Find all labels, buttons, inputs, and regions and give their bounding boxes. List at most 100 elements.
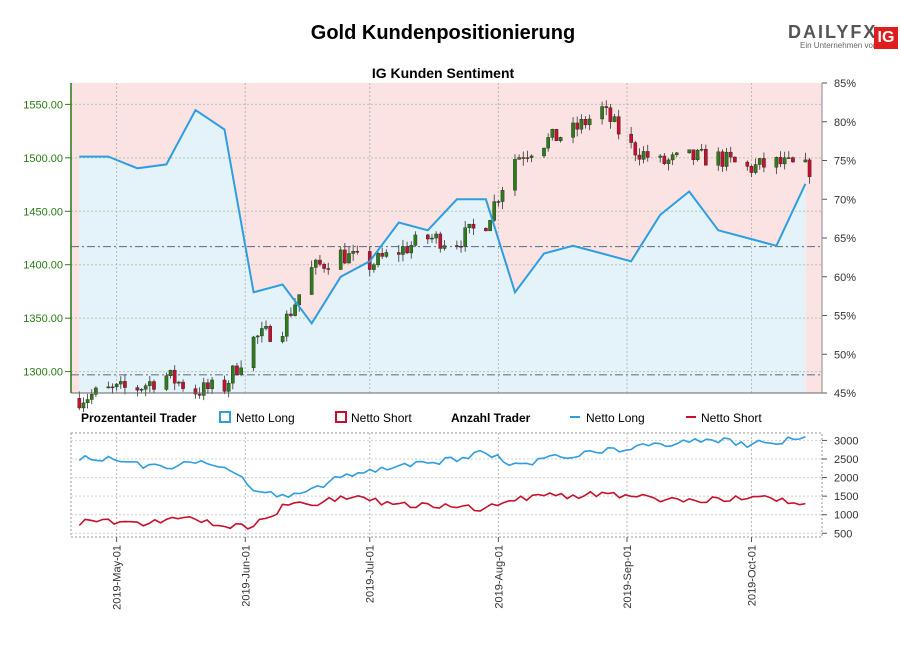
candle-up (297, 294, 302, 306)
x-tick-label: 2019-Aug-01 (493, 545, 505, 609)
x-tick-label: 2019-Oct-01 (746, 545, 758, 606)
candle-down (396, 252, 401, 255)
candle-up (255, 335, 260, 338)
candle-up (658, 155, 662, 158)
candle-down (471, 223, 476, 229)
candle-up (782, 157, 787, 165)
price-sentiment-panel: 1300.00 1350.00 1400.00 1450.00 1500.00 1550.… (23, 65, 856, 412)
candle-down (616, 116, 621, 135)
candle-up (550, 129, 555, 138)
candle-down (720, 151, 725, 167)
candle-up (612, 116, 617, 122)
candle-down (583, 119, 588, 126)
candle-down (704, 149, 708, 166)
candle-up (143, 385, 148, 390)
candle-up (376, 253, 380, 265)
percent-tick-label: 55% (834, 311, 856, 323)
logo-subtitle: Ein Unternehmen von (800, 41, 878, 50)
candle-up (251, 336, 256, 369)
candle-up (106, 386, 111, 389)
candle-up (670, 154, 675, 161)
candle-up (529, 155, 534, 158)
candle-up (85, 399, 90, 404)
candle-down (662, 155, 667, 164)
candle-up (542, 147, 546, 157)
candle-down (575, 122, 579, 130)
legend-percent-short-swatch (335, 411, 347, 423)
count-tick-label: 1000 (834, 510, 858, 522)
candle-up (699, 149, 704, 151)
candle-up (284, 313, 289, 337)
count-tick-label: 2000 (834, 473, 858, 485)
candle-down (629, 133, 633, 143)
candle-up (260, 328, 264, 337)
candle-up (201, 382, 206, 396)
candle-up (579, 119, 584, 130)
price-tick-label: 1550.00 (23, 99, 63, 111)
candle-up (351, 251, 355, 254)
net-long-percent-line (79, 108, 807, 326)
candle-down (322, 264, 326, 269)
candle-down (691, 149, 696, 161)
candle-up (148, 381, 152, 386)
legend-count-short: Netto Short (701, 411, 762, 425)
price-tick-label: 1300.00 (23, 367, 63, 379)
candle-down (380, 253, 384, 257)
candle-down (791, 157, 795, 163)
candle-up (787, 157, 791, 159)
count-tick-label: 500 (834, 528, 852, 540)
candle-down (326, 268, 331, 270)
candle-up (114, 383, 119, 388)
candle-up (724, 151, 729, 167)
candle-up (293, 304, 297, 316)
candle-up (210, 379, 214, 389)
candle-down (343, 249, 347, 264)
candle-up (372, 264, 376, 270)
x-tick-label: 2019-Sep-01 (622, 545, 634, 609)
legend-percent-title: Prozentanteil Trader (81, 411, 197, 425)
price-tick-label: 1500.00 (23, 153, 63, 165)
candle-up (587, 118, 592, 126)
candle-up (442, 245, 447, 249)
candle-up (81, 402, 86, 409)
percent-tick-label: 85% (834, 78, 856, 90)
candle-down (604, 106, 609, 108)
percent-tick-label: 70% (834, 194, 856, 206)
candle-up (774, 157, 779, 168)
candle-up (488, 220, 492, 232)
candle-down (762, 158, 766, 168)
candle-up (641, 151, 646, 160)
legend-count-long: Netto Long (586, 411, 645, 425)
candle-down (193, 388, 198, 395)
x-tick-label: 2019-Jun-01 (240, 545, 252, 607)
candle-down (110, 386, 115, 389)
chart-title: IG Kunden Sentiment (372, 65, 515, 81)
count-tick-label: 2500 (834, 454, 858, 466)
candle-up (716, 151, 721, 166)
candle-up (430, 237, 434, 240)
candle-up (434, 233, 438, 239)
candle-up (118, 381, 123, 385)
candle-up (517, 157, 521, 160)
candle-down (778, 157, 783, 165)
candle-down (807, 159, 812, 177)
candle-up (753, 164, 758, 173)
legend-percent-short: Netto Short (351, 411, 412, 425)
candle-up (467, 223, 472, 228)
candle-down (172, 369, 177, 384)
candle-down (438, 233, 443, 249)
candle-up (492, 201, 497, 221)
candle-up (264, 326, 268, 329)
candle-down (733, 156, 737, 163)
candle-down (645, 151, 650, 158)
candle-down (554, 129, 559, 141)
percent-tick-label: 65% (834, 233, 856, 245)
percent-tick-label: 45% (834, 388, 856, 400)
candle-down (318, 259, 322, 265)
candle-down (268, 326, 272, 342)
net-long-area (79, 110, 806, 393)
count-net-long-line (78, 435, 806, 499)
candle-up (500, 190, 505, 202)
candle-up (384, 252, 389, 257)
percent-tick-label: 60% (834, 272, 856, 284)
